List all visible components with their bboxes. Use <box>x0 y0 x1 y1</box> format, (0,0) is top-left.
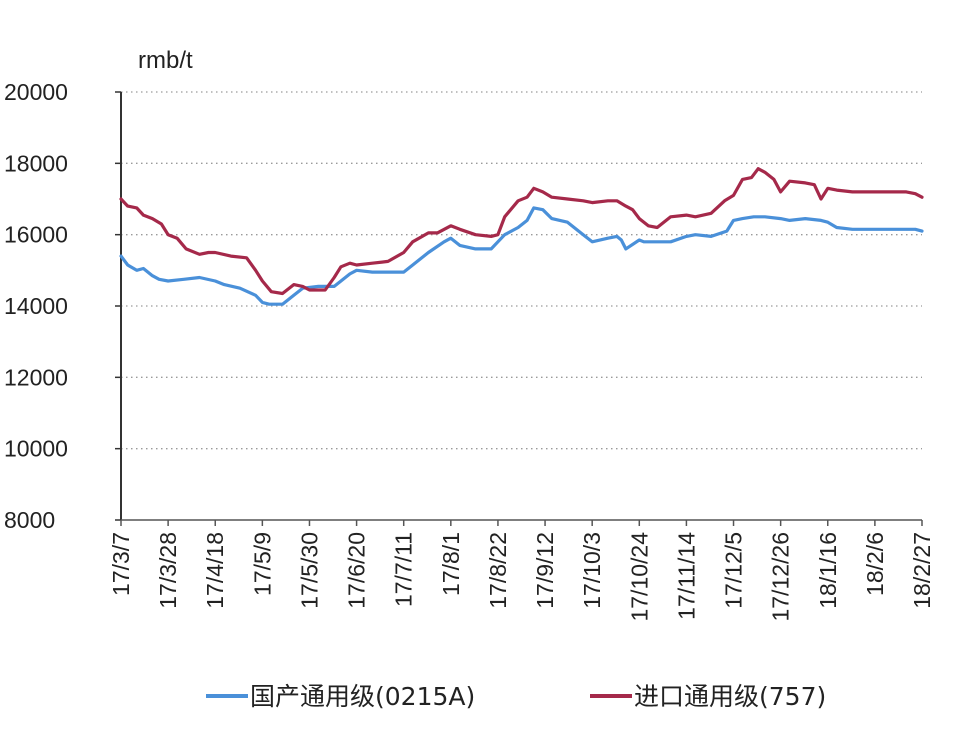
x-tick-label: 17/5/30 <box>296 532 322 609</box>
y-tick-label: 20000 <box>4 79 68 105</box>
series-line-1 <box>119 206 924 306</box>
legend-label-1: 国产通用级(0215A) <box>250 682 475 711</box>
x-tick-label: 17/8/22 <box>485 532 511 609</box>
x-tick-label: 17/11/14 <box>673 532 699 620</box>
x-tick-label: 17/10/3 <box>579 532 605 609</box>
x-tick-label: 17/3/7 <box>108 532 134 596</box>
y-tick-label: 8000 <box>4 507 55 533</box>
x-tick-label: 17/12/5 <box>721 532 747 609</box>
y-tick-label: 14000 <box>4 293 68 319</box>
y-tick-label: 18000 <box>4 150 68 176</box>
legend-label-2: 进口通用级(757) <box>634 682 826 711</box>
legend: 国产通用级(0215A) 进口通用级(757) <box>206 682 826 711</box>
x-tick-label: 17/3/28 <box>155 532 181 609</box>
gridlines <box>121 91 922 450</box>
x-tick-label: 17/9/12 <box>532 532 558 609</box>
y-tick-label: 12000 <box>4 364 68 390</box>
x-tick-label: 18/2/27 <box>909 532 935 609</box>
x-tick-label: 17/7/11 <box>391 532 417 607</box>
x-tick-label: 17/4/18 <box>202 532 228 609</box>
x-tick-label: 17/5/9 <box>249 532 275 596</box>
x-tick-label: 17/8/1 <box>438 532 464 596</box>
x-tick-label: 17/12/26 <box>768 532 794 622</box>
x-tick-label: 17/10/24 <box>626 532 652 622</box>
x-axis: 17/3/7 17/3/28 17/4/18 17/5/9 17/5/30 17/6/20… <box>108 519 935 622</box>
series-line-2 <box>119 167 924 296</box>
series-lines <box>119 167 924 306</box>
y-tick-label: 10000 <box>4 436 68 462</box>
y-axis: 8000 10000 12000 14000 16000 18000 20000 <box>4 79 122 533</box>
y-axis-unit-label: rmb/t <box>138 47 193 74</box>
y-tick-label: 16000 <box>4 222 68 248</box>
x-tick-label: 18/1/16 <box>815 532 841 609</box>
x-tick-label: 17/6/20 <box>344 532 370 609</box>
x-tick-label: 18/2/6 <box>862 532 888 596</box>
